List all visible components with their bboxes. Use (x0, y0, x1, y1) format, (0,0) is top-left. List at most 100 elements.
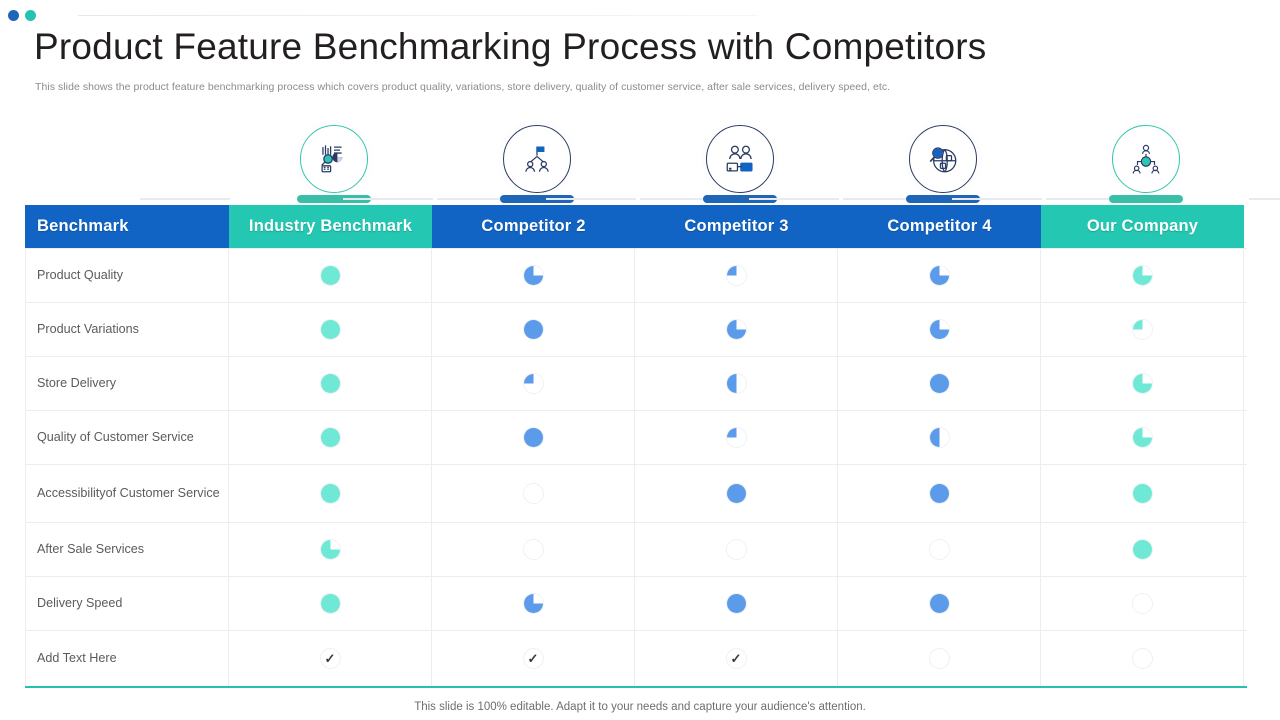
table-header-competitor-2[interactable]: Competitor 2 (432, 205, 635, 248)
table-cell (838, 465, 1041, 522)
rating-pie-0[interactable] (1131, 593, 1153, 614)
table-header-competitor-3[interactable]: Competitor 3 (635, 205, 838, 248)
rating-pie-100[interactable] (1131, 483, 1153, 504)
rating-pie-0[interactable] (522, 539, 544, 560)
icon-connector-line-right-2 (640, 198, 730, 200)
analytics-chart-icon (299, 125, 368, 193)
rating-pie-75[interactable] (928, 319, 950, 340)
table-cell (635, 523, 838, 576)
icon-connector-line-left-1 (140, 198, 230, 200)
table-cell (432, 523, 635, 576)
rating-pie-75[interactable] (522, 265, 544, 286)
table-row: Accessibility of Customer Service (25, 465, 1247, 523)
row-label: After Sale Services (25, 523, 229, 576)
decor-hairline (78, 15, 758, 16)
check-icon[interactable]: ✓ (319, 648, 341, 669)
icon-connector-line-left-2 (343, 198, 433, 200)
rating-pie-100[interactable] (319, 483, 341, 504)
table-cell (1041, 577, 1244, 630)
rating-pie-100[interactable] (319, 319, 341, 340)
rating-pie-0[interactable] (725, 539, 747, 560)
icon-connector-line-right-4 (1046, 198, 1136, 200)
table-cell (635, 303, 838, 356)
rating-pie-100[interactable] (522, 427, 544, 448)
rating-pie-0[interactable] (928, 539, 950, 560)
rating-pie-25[interactable] (725, 265, 747, 286)
top-decoration-bar (0, 6, 1280, 21)
rating-pie-75[interactable] (928, 265, 950, 286)
table-cell: ✓ (229, 631, 432, 686)
rating-pie-25[interactable] (725, 427, 747, 448)
rating-pie-25[interactable] (1131, 319, 1153, 340)
table-cell (1041, 303, 1244, 356)
org-network-icon (1111, 125, 1180, 193)
rating-pie-25[interactable] (522, 373, 544, 394)
table-header-competitor-4[interactable]: Competitor 4 (838, 205, 1041, 248)
rating-pie-75[interactable] (1131, 265, 1153, 286)
rating-pie-0[interactable] (522, 483, 544, 504)
rating-pie-75[interactable] (319, 539, 341, 560)
rating-pie-75[interactable] (522, 593, 544, 614)
table-cell (432, 577, 635, 630)
rating-pie-50[interactable] (928, 427, 950, 448)
table-cell (1041, 631, 1244, 686)
row-label: Add Text Here (25, 631, 229, 686)
icon-connector-line-left-4 (749, 198, 839, 200)
rating-pie-100[interactable] (319, 593, 341, 614)
rating-pie-100[interactable] (319, 265, 341, 286)
icon-base-pill-5 (1108, 195, 1183, 203)
row-label: Quality of Customer Service (25, 411, 229, 464)
table-header-industry-benchmark[interactable]: Industry Benchmark (229, 205, 432, 248)
process-icon-cell-3 (546, 125, 933, 203)
table-cell (229, 465, 432, 522)
rating-pie-100[interactable] (319, 427, 341, 448)
table-cell (1041, 411, 1244, 464)
table-row: Quality of Customer Service (25, 411, 1247, 465)
icon-connector-line-right-1 (437, 198, 527, 200)
rating-pie-100[interactable] (928, 593, 950, 614)
icon-connector-line-right-5 (1249, 198, 1280, 200)
icon-connector-line-right-3 (843, 198, 933, 200)
empty-circle-icon[interactable] (928, 648, 950, 669)
table-cell (838, 303, 1041, 356)
table-row: Store Delivery (25, 357, 1247, 411)
row-label: Store Delivery (25, 357, 229, 410)
rating-pie-100[interactable] (522, 319, 544, 340)
table-cell: ✓ (635, 631, 838, 686)
table-cell (229, 523, 432, 576)
rating-pie-100[interactable] (1131, 539, 1153, 560)
rating-pie-100[interactable] (725, 593, 747, 614)
table-cell (1041, 249, 1244, 302)
table-header-our-company[interactable]: Our Company (1041, 205, 1244, 248)
icon-base-pill-1 (296, 195, 371, 203)
table-cell (229, 411, 432, 464)
process-icon-cell-5 (952, 125, 1280, 203)
row-label: Accessibility of Customer Service (25, 465, 229, 522)
rating-pie-75[interactable] (1131, 427, 1153, 448)
rating-pie-100[interactable] (319, 373, 341, 394)
empty-circle-icon[interactable] (1131, 648, 1153, 669)
rating-pie-100[interactable] (928, 483, 950, 504)
table-cell (635, 411, 838, 464)
table-row: Product Quality (25, 248, 1247, 303)
rating-pie-75[interactable] (1131, 373, 1153, 394)
rating-pie-75[interactable] (725, 319, 747, 340)
table-cell (229, 303, 432, 356)
icon-base-pill-3 (702, 195, 777, 203)
table-row: Delivery Speed (25, 577, 1247, 631)
table-row: Product Variations (25, 303, 1247, 357)
page-subtitle: This slide shows the product feature ben… (35, 81, 891, 93)
rating-pie-50[interactable] (725, 373, 747, 394)
check-icon[interactable]: ✓ (522, 648, 544, 669)
table-cell (838, 577, 1041, 630)
footer-note: This slide is 100% editable. Adapt it to… (414, 701, 866, 713)
rating-pie-100[interactable] (725, 483, 747, 504)
icon-connector-line-left-5 (952, 198, 1042, 200)
rating-pie-100[interactable] (928, 373, 950, 394)
check-icon[interactable]: ✓ (725, 648, 747, 669)
table-cell (635, 577, 838, 630)
table-header-benchmark[interactable]: Benchmark (25, 205, 229, 248)
table-cell (229, 357, 432, 410)
